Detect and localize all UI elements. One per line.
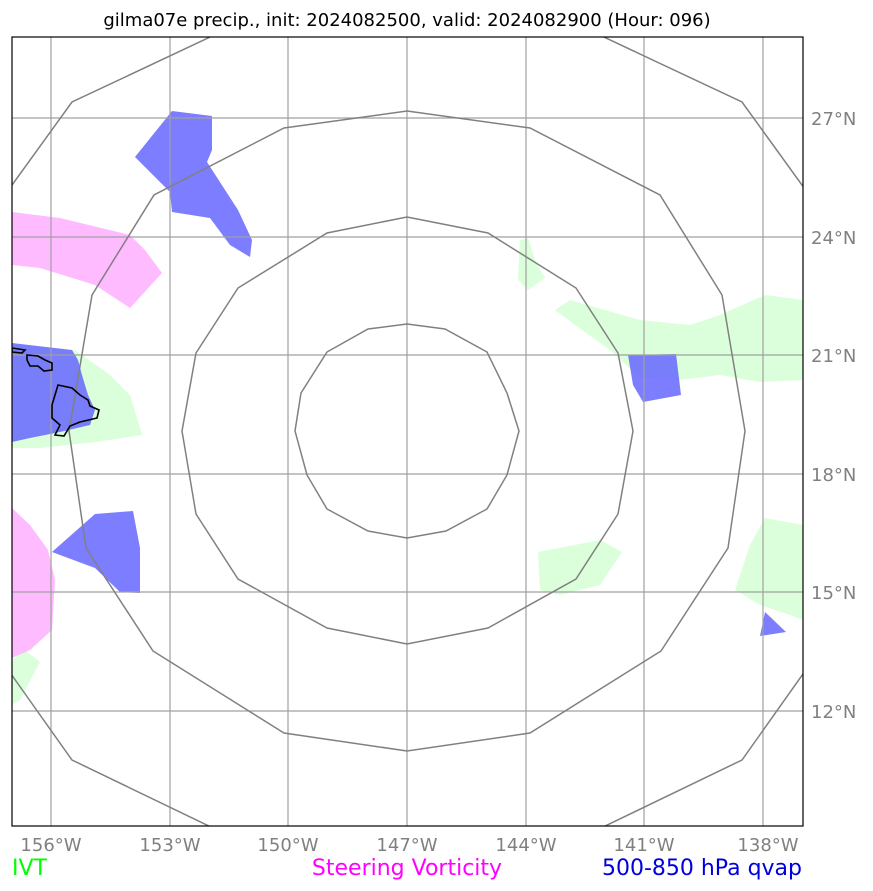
island-maui xyxy=(26,354,53,372)
ivt-patch-southwest xyxy=(12,650,40,705)
qvap-patch-hawaii xyxy=(12,343,95,442)
coastline-hawaii xyxy=(12,347,100,437)
island-molokai xyxy=(12,347,27,354)
map-title: gilma07e precip., init: 2024082500, vali… xyxy=(103,10,710,31)
lat-label-21n: 21°N xyxy=(811,346,856,367)
lat-label-18n: 18°N xyxy=(811,465,856,486)
qvap-patch-southeast xyxy=(760,612,786,636)
lon-label-138w: 138°W xyxy=(737,835,798,856)
map-frame xyxy=(11,36,804,827)
lat-label-12n: 12°N xyxy=(811,702,856,723)
legend-steering-vorticity: Steering Vorticity xyxy=(312,856,502,881)
ivt-patch-east xyxy=(555,295,803,382)
legend: IVT Steering Vorticity 500-850 hPa qvap xyxy=(12,856,802,881)
legend-qvap: 500-850 hPa qvap xyxy=(602,856,802,881)
qvap-patch-east xyxy=(628,354,681,402)
ivt-patch-south xyxy=(538,540,622,595)
vorticity-patch-south xyxy=(12,508,55,658)
range-ring-1 xyxy=(294,323,520,539)
lon-label-153w: 153°W xyxy=(139,835,200,856)
lon-label-156w: 156°W xyxy=(20,835,81,856)
graticule xyxy=(12,37,803,826)
ivt-patch-southeast xyxy=(735,518,803,620)
lat-label-24n: 24°N xyxy=(811,228,856,249)
lon-label-141w: 141°W xyxy=(613,835,674,856)
vorticity-patch-north xyxy=(12,212,162,308)
lon-labels: 156°W 153°W 150°W 147°W 144°W 141°W 138°… xyxy=(20,835,798,856)
vorticity-layer xyxy=(12,212,162,658)
range-ring-2 xyxy=(181,216,634,645)
ivt-patch-small-north xyxy=(518,238,545,290)
lat-labels: 27°N 24°N 21°N 18°N 15°N 12°N xyxy=(811,109,856,723)
lon-label-150w: 150°W xyxy=(257,835,318,856)
lat-label-27n: 27°N xyxy=(811,109,856,130)
range-rings xyxy=(12,37,803,826)
lat-label-15n: 15°N xyxy=(811,583,856,604)
qvap-patch-north xyxy=(135,111,252,257)
legend-ivt: IVT xyxy=(12,856,48,881)
map-layers xyxy=(12,37,803,826)
lon-label-144w: 144°W xyxy=(495,835,556,856)
lon-label-147w: 147°W xyxy=(376,835,437,856)
island-big-island xyxy=(51,384,100,437)
range-ring-3 xyxy=(68,110,746,752)
qvap-layer xyxy=(12,111,786,636)
qvap-patch-southwest xyxy=(52,511,140,593)
